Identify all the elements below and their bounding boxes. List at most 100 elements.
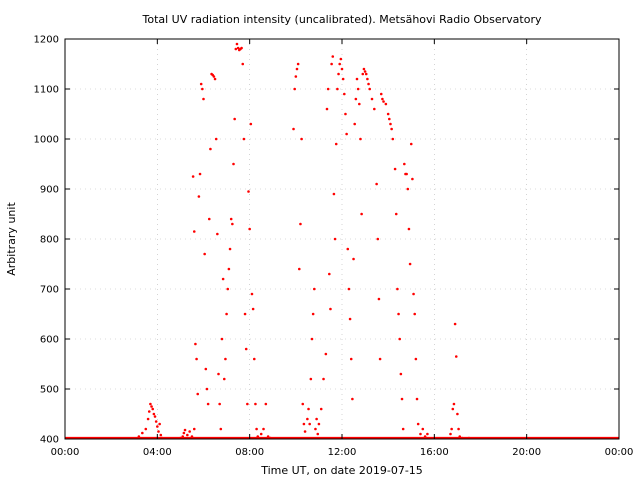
data-point: [206, 402, 210, 406]
data-point: [141, 431, 144, 435]
data-point: [317, 422, 321, 426]
data-point: [423, 435, 427, 438]
x-tick-label: 20:00: [512, 447, 541, 458]
y-tick-label: 800: [40, 235, 59, 246]
data-point: [224, 357, 227, 361]
data-point: [355, 77, 359, 81]
data-point: [231, 222, 234, 226]
data-point: [221, 277, 225, 281]
data-point: [458, 435, 462, 438]
data-point: [229, 217, 233, 221]
data-point: [457, 427, 460, 431]
y-axis-label: Arbitrary unit: [5, 202, 18, 276]
data-point: [144, 427, 148, 431]
x-axis-label: Time UT, on date 2019-07-15: [260, 464, 423, 477]
data-point: [377, 297, 381, 301]
data-point: [351, 397, 354, 401]
data-point: [360, 212, 363, 216]
data-point: [363, 70, 367, 73]
data-point: [356, 87, 360, 91]
data-point: [421, 427, 425, 431]
data-point: [295, 67, 299, 71]
data-point: [246, 402, 249, 406]
data-point: [407, 227, 411, 231]
data-point: [201, 87, 204, 91]
data-point: [419, 432, 422, 436]
data-point: [234, 47, 238, 51]
data-point: [250, 292, 254, 296]
data-point: [415, 397, 419, 401]
data-point: [326, 87, 330, 91]
data-point: [186, 433, 189, 437]
data-point: [352, 257, 355, 261]
x-tick-label: 16:00: [420, 447, 449, 458]
data-point: [195, 357, 198, 361]
data-point: [209, 147, 212, 151]
data-point: [188, 430, 191, 433]
data-point: [152, 412, 156, 416]
data-point: [297, 267, 301, 271]
y-tick-label: 1200: [34, 35, 59, 46]
data-point: [367, 82, 370, 86]
data-point: [313, 287, 316, 291]
data-point: [216, 232, 219, 236]
data-point: [310, 337, 314, 341]
data-point: [413, 312, 417, 316]
data-point: [394, 212, 398, 216]
data-point: [232, 162, 235, 166]
data-point: [296, 62, 300, 66]
data-point: [382, 100, 385, 103]
data-point: [390, 127, 393, 131]
data-point: [159, 433, 163, 437]
data-point: [294, 75, 298, 78]
data-point: [396, 287, 399, 291]
data-point: [370, 97, 374, 101]
data-point: [292, 127, 295, 131]
x-axis-ticks: 00:00 04:00 08:00 12:00 16:00 20:00 00:00: [51, 39, 633, 458]
data-point: [346, 247, 350, 251]
data-point: [314, 427, 317, 431]
data-point: [338, 62, 341, 66]
data-point: [315, 417, 318, 421]
data-point: [306, 417, 309, 421]
data-point: [266, 435, 270, 438]
data-point: [182, 431, 186, 435]
data-point: [328, 272, 331, 276]
y-tick-label: 900: [40, 185, 59, 196]
data-point: [334, 142, 338, 146]
data-point: [398, 337, 402, 341]
data-point: [416, 422, 420, 426]
data-point: [255, 427, 258, 431]
data-point: [204, 367, 208, 371]
data-point: [336, 87, 339, 91]
data-point: [341, 77, 345, 81]
data-point: [325, 107, 329, 111]
data-point: [331, 55, 335, 58]
data-point: [149, 402, 152, 406]
data-point: [213, 77, 217, 81]
data-point: [375, 182, 378, 186]
data-point: [248, 227, 251, 231]
data-point: [247, 190, 250, 193]
data-point: [214, 137, 218, 141]
data-point: [241, 62, 245, 66]
data-point: [222, 377, 226, 381]
data-point: [311, 312, 315, 316]
data-point: [388, 117, 391, 121]
y-tick-label: 1000: [34, 135, 59, 146]
data-point: [137, 435, 141, 438]
data-point: [309, 377, 313, 381]
data-point: [151, 407, 155, 411]
data-point: [197, 195, 201, 198]
data-point: [400, 397, 404, 401]
data-point: [212, 75, 216, 78]
data-point: [259, 432, 263, 436]
data-point: [368, 87, 372, 91]
data-point: [406, 187, 410, 191]
data-point: [358, 102, 361, 106]
data-point: [362, 67, 366, 71]
data-point: [452, 402, 456, 406]
data-point: [293, 87, 296, 91]
data-point: [153, 415, 157, 418]
data-point: [316, 432, 320, 436]
